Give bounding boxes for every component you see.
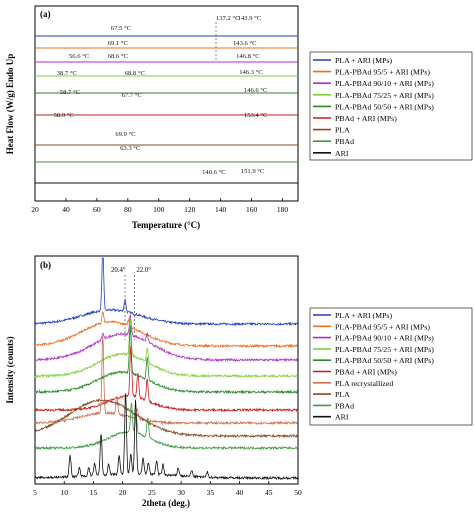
panel-a-curves	[35, 35, 298, 184]
dsc-annotation: 137.2 °C	[216, 15, 240, 22]
xrd-pattern-pla-pbad-90-10-ari-mps	[34, 314, 299, 363]
panel-a-legend-entries: PLA + ARI (MPs) PLA-PBAd 95/5 + ARI (MPs)…	[313, 56, 434, 158]
panel-b-legend-entries: PLA + ARI (MPs) PLA-PBAd 95/5 + ARI (MPs)…	[313, 311, 434, 422]
dsc-annotation: 146.3 °C	[239, 69, 263, 76]
xrd-reference-label: 20.4°	[111, 267, 126, 274]
xrd-pattern-pla-recrystallized	[34, 336, 299, 426]
panel-b-x-tick-label: 5	[33, 488, 37, 497]
legend-label-pla-recrystallized: PLA recrystallized	[335, 379, 393, 388]
xrd-pattern-pla	[34, 398, 299, 439]
xrd-reference-label: 22.0°	[136, 267, 151, 274]
legend-label-pbad: PBAd	[335, 401, 354, 410]
panel-b-x-axis-label: 2theta (deg.)	[142, 498, 190, 508]
panel-b-reference-lines: 20.4° 22.0°	[111, 267, 151, 340]
legend-label-pla-pbad-95-5-ari-mps: PLA-PBAd 95/5 + ARI (MPs)	[335, 322, 430, 331]
xrd-pattern-pbad	[34, 402, 298, 451]
panel-b-x-tick-label: 20	[119, 488, 127, 497]
dsc-annotation: 153.4 °C	[244, 112, 268, 119]
panel-a-x-ticks: 20 40 60 80 100 120 140 160 180	[31, 198, 288, 214]
panel-b-x-tick-label: 15	[90, 488, 98, 497]
dsc-annotation: 69.9 °C	[115, 131, 136, 138]
panel-b-label: (b)	[40, 260, 51, 270]
panel-b-legend: PLA + ARI (MPs) PLA-PBAd 95/5 + ARI (MPs)…	[309, 307, 473, 426]
dsc-annotation: 56.6 °C	[69, 53, 90, 60]
panel-a-x-tick-label: 180	[277, 205, 289, 214]
panel-b-x-tick-label: 30	[177, 488, 185, 497]
panel-a-legend-frame	[309, 51, 473, 161]
panel-a-x-tick-label: 140	[215, 205, 227, 214]
legend-label-pla: PLA	[335, 390, 350, 399]
panel-b-x-tick-label: 10	[60, 488, 68, 497]
legend-label-ari: ARI	[335, 413, 349, 422]
legend-label-pla-pbad-90-10-ari-mps: PLA-PBAd 90/10 + ARI (MPs)	[335, 334, 434, 343]
panel-a-x-tick-label: 40	[62, 205, 70, 214]
panel-b-x-tick-label: 35	[207, 488, 215, 497]
dsc-annotation: 67.5 °C	[111, 25, 132, 32]
dsc-annotation: 68.6 °C	[108, 53, 129, 60]
xrd-pattern-pla-pbad-95-5-ari-mps	[34, 311, 299, 349]
dsc-annotation: 143.6 °C	[233, 40, 257, 47]
legend-label-pbad-ari-mps: PBAd + ARI (MPs)	[335, 114, 397, 123]
legend-label-pla-pbad-50-50-ari-mps: PLA-PBAd 50/50 + ARI (MPs)	[335, 356, 434, 365]
legend-label-pbad-ari-mps: PBAd + ARI (MPs)	[335, 368, 397, 377]
legend-label-pla-ari-mps: PLA + ARI (MPs)	[335, 311, 392, 320]
legend-label-ari: ARI	[335, 149, 349, 158]
dsc-annotation: 140.6 °C	[202, 169, 226, 176]
legend-label-pla-pbad-95-5-ari-mps: PLA-PBAd 95/5 + ARI (MPs)	[335, 68, 430, 77]
panel-a-x-tick-label: 120	[184, 205, 196, 214]
dsc-annotation: 38.7 °C	[57, 70, 78, 77]
panel-a-frame	[34, 5, 299, 202]
xrd-pattern-pla-pbad-75-25-ari-mps	[34, 318, 299, 379]
legend-label-pla-ari-mps: PLA + ARI (MPs)	[335, 56, 392, 65]
panel-b: (b) 20.4° 22.0° 5 10 15 20 25 30 35 40 45 50 2thet…	[5, 255, 473, 508]
dsc-annotation: 68.8 °C	[125, 70, 146, 77]
panel-a-x-tick-label: 160	[246, 205, 258, 214]
panel-a-x-tick-label: 20	[31, 205, 39, 214]
panel-a-x-axis-label: Temperature (°C)	[132, 220, 200, 230]
panel-a-x-tick-label: 60	[93, 205, 101, 214]
panel-b-legend-frame	[309, 307, 473, 426]
panel-b-x-tick-label: 45	[265, 488, 273, 497]
xrd-pattern-ari	[34, 393, 299, 481]
dsc-annotation: 151.9 °C	[241, 168, 265, 175]
panel-b-x-tick-label: 50	[294, 488, 302, 497]
panel-b-curves	[34, 257, 299, 481]
xrd-pattern-pla-pbad-50-50-ari-mps	[34, 326, 299, 395]
legend-label-pla-pbad-50-50-ari-mps: PLA-PBAd 50/50 + ARI (MPs)	[335, 102, 434, 111]
legend-label-pla-pbad-75-25-ari-mps: PLA-PBAd 75/25 + ARI (MPs)	[335, 345, 434, 354]
xrd-pattern-pbad-ari-mps	[34, 345, 299, 413]
panel-a-y-axis-label: Heat Flow (W/g) Endo Up	[5, 54, 15, 155]
xrd-pattern-pla-ari-mps	[34, 257, 299, 327]
dsc-annotation: 69.1 °C	[108, 40, 129, 47]
legend-label-pla-pbad-90-10-ari-mps: PLA-PBAd 90/10 + ARI (MPs)	[335, 79, 434, 88]
dsc-annotation: 63.3 °C	[120, 145, 141, 152]
dsc-annotation: 146.6 °C	[244, 87, 268, 94]
panel-a-label: (a)	[40, 9, 51, 19]
dsc-annotation: 67.7 °C	[122, 92, 143, 99]
panel-b-frame	[34, 255, 299, 485]
legend-label-pla: PLA	[335, 126, 350, 135]
dsc-annotation: 58.9 °C	[54, 112, 75, 119]
panel-a-x-tick-label: 80	[124, 205, 132, 214]
panel-b-x-tick-label: 25	[148, 488, 156, 497]
dsc-annotation: 58.7 °C	[60, 89, 81, 96]
panel-b-y-axis-label: Intensity (counts)	[5, 336, 15, 403]
dsc-annotation: 146.8 °C	[236, 53, 260, 60]
panel-a-x-tick-label: 100	[153, 205, 165, 214]
panel-b-x-tick-label: 40	[236, 488, 244, 497]
legend-label-pbad: PBAd	[335, 137, 354, 146]
dsc-annotation: 143.9 °C	[238, 15, 262, 22]
legend-label-pla-pbad-75-25-ari-mps: PLA-PBAd 75/25 + ARI (MPs)	[335, 91, 434, 100]
panel-b-x-ticks: 5 10 15 20 25 30 35 40 45 50	[33, 481, 302, 497]
panel-a-legend: PLA + ARI (MPs) PLA-PBAd 95/5 + ARI (MPs)…	[309, 51, 473, 161]
